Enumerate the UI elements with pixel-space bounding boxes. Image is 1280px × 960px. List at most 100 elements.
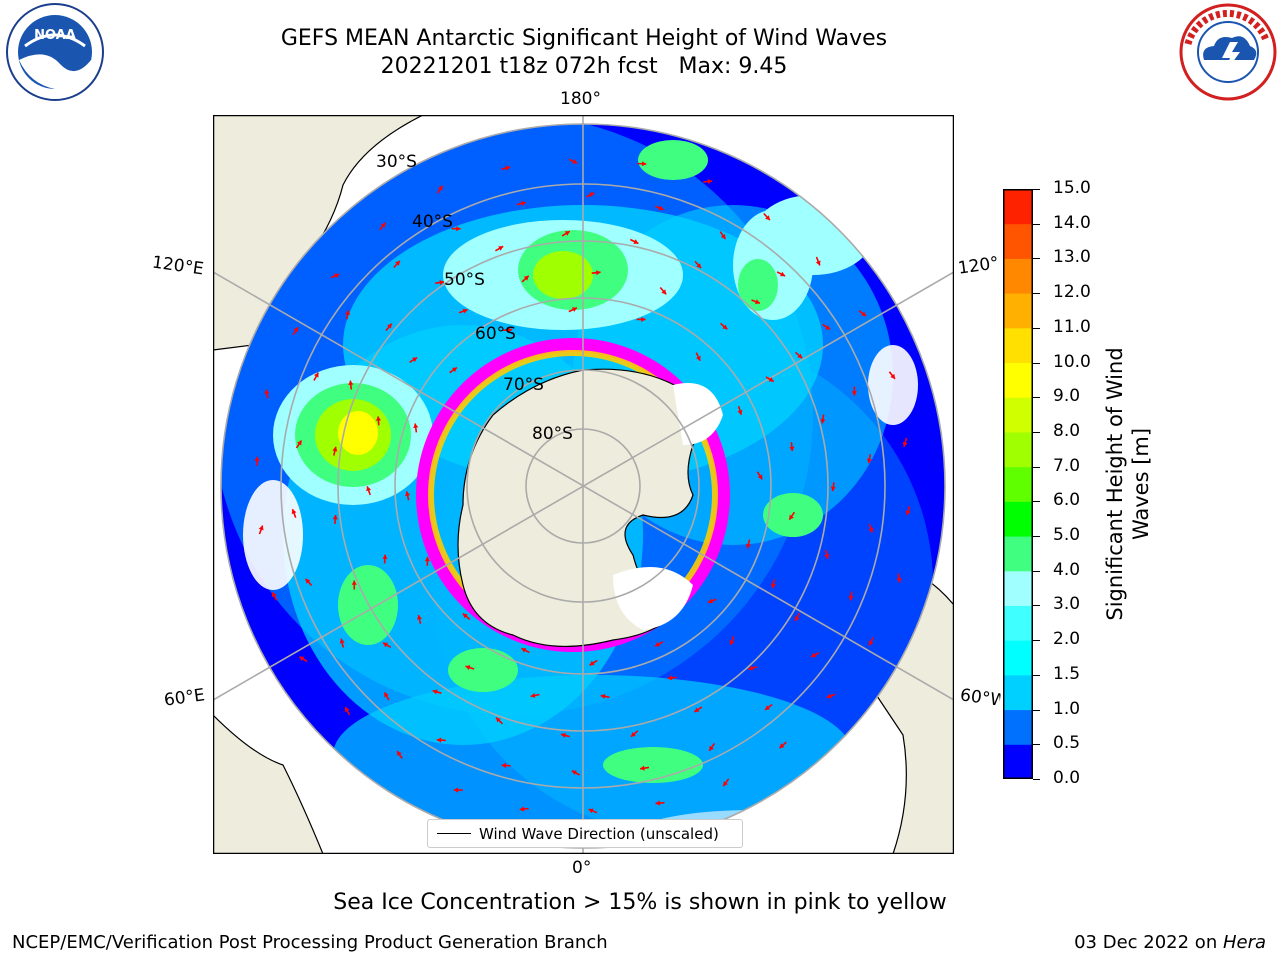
- wind-arrow-head: [291, 509, 297, 515]
- colorbar-tick: [1033, 709, 1040, 711]
- wind-arrow-head: [384, 692, 389, 698]
- colorbar-tick: [1033, 223, 1040, 225]
- colorbar-tick-label: 5.0: [1053, 525, 1081, 546]
- colorbar-tick-label: 11.0: [1053, 316, 1091, 337]
- wind-arrow-head: [848, 595, 854, 601]
- wind-arrow-head: [746, 543, 751, 549]
- wind-arrow-head: [794, 616, 800, 622]
- wind-arrow-head: [521, 648, 527, 653]
- lon-label-180: 180°: [560, 89, 601, 109]
- wind-arrow-head: [588, 808, 594, 814]
- wind-arrow-head: [339, 638, 345, 644]
- colorbar-segment: [1003, 258, 1033, 294]
- colorbar-segment: [1003, 397, 1033, 433]
- colorbar-tick-label: 0.0: [1053, 768, 1081, 788]
- wind-arrow-head: [272, 592, 277, 598]
- colorbar-tick-label: 9.0: [1053, 386, 1081, 407]
- wind-arrow-head: [641, 161, 647, 167]
- wind-arrow-head: [523, 275, 529, 281]
- colorbar-tick-label: 1.0: [1053, 698, 1081, 719]
- colorbar-segment: [1003, 293, 1033, 329]
- wind-arrow-head: [387, 323, 392, 329]
- colorbar-tick-label: 1.5: [1053, 663, 1081, 684]
- wind-arrow-head: [530, 693, 536, 698]
- colorbar-tick-label: 0.5: [1053, 733, 1081, 754]
- lon-label-60w: 60°W: [958, 685, 1002, 711]
- wind-arrow-head: [395, 260, 400, 266]
- wind-arrow-head: [780, 271, 786, 277]
- wind-arrow-head: [456, 226, 461, 232]
- lat-label-30s: 30°S: [376, 152, 417, 172]
- wind-arrow-head: [723, 781, 728, 787]
- colorbar-tick: [1033, 570, 1040, 572]
- wind-arrow-head: [696, 263, 702, 269]
- wind-arrow-head: [820, 418, 826, 424]
- generation-date: 03 Dec 2022 on Hera: [1074, 932, 1266, 953]
- wind-arrow-head: [779, 743, 785, 749]
- wind-arrow-head: [299, 656, 305, 662]
- wind-arrow-head: [496, 717, 501, 723]
- wind-arrow-head: [572, 159, 578, 164]
- lon-label-120w: 120°W: [956, 253, 1000, 279]
- wind-arrow-head: [383, 642, 388, 648]
- wind-arrow-head: [465, 665, 471, 670]
- wind-arrow-head: [694, 707, 700, 712]
- lat-label-40s: 40°S: [412, 212, 453, 232]
- noaa-logo: NOAA: [6, 3, 104, 101]
- wind-arrow-head: [332, 515, 338, 520]
- wind-arrow-head: [722, 324, 728, 330]
- colorbar-tick: [1033, 605, 1040, 607]
- wind-arrow-head: [351, 580, 357, 585]
- wind-arrow-head: [345, 310, 351, 315]
- colorbar-tick: [1033, 397, 1040, 399]
- colorbar-segment: [1003, 570, 1033, 606]
- wind-arrow-head: [667, 675, 673, 681]
- wind-arrow-head: [640, 765, 645, 771]
- wind-arrow-head: [789, 446, 795, 452]
- land-africa: [213, 714, 324, 854]
- colorbar-segment: [1003, 223, 1033, 259]
- wind-arrow-head: [811, 652, 816, 658]
- wind-arrow-head: [641, 316, 646, 322]
- polar-map: [213, 115, 954, 854]
- sea-ice-note: Sea Ice Concentration > 15% is shown in …: [333, 890, 947, 915]
- wind-arrow-head: [825, 325, 831, 330]
- colorbar-tick-label: 10.0: [1053, 351, 1091, 372]
- colorbar-segment: [1003, 189, 1033, 225]
- colorbar-tick-label: 8.0: [1053, 420, 1081, 441]
- wind-arrow-head: [768, 377, 774, 382]
- wind-arrow-head: [348, 380, 354, 386]
- lat-label-80s: 80°S: [532, 424, 573, 444]
- wind-arrow-head: [462, 308, 468, 314]
- wind-arrow-head: [729, 640, 735, 645]
- colorbar-title: Significant Height of Wind Waves [m]: [1103, 347, 1153, 620]
- svg-text:NOAA: NOAA: [34, 28, 76, 43]
- wind-arrow-head: [866, 458, 872, 464]
- wind-arrow-head: [462, 613, 468, 619]
- wind-arrow-head: [519, 806, 525, 812]
- wind-arrow-head: [314, 372, 319, 378]
- chart-subtitle: 20221201 t18z 072h fcst Max: 9.45: [380, 54, 788, 79]
- colorbar-tick: [1033, 189, 1040, 190]
- wind-arrows: [254, 158, 911, 814]
- wind-arrow-head: [630, 732, 636, 737]
- colorbar-tick: [1033, 293, 1040, 295]
- wind-arrow-head: [902, 441, 908, 447]
- wind-arrow-head: [720, 234, 726, 239]
- wind-arrow-head: [633, 239, 639, 244]
- wind-arrow-head: [571, 770, 577, 775]
- colorbar-tick: [1033, 466, 1040, 468]
- wind-arrow-head: [765, 705, 770, 710]
- wind-arrow-head: [757, 474, 763, 480]
- colorbar-tick: [1033, 744, 1040, 746]
- wind-arrow-head: [505, 165, 511, 171]
- wind-arrow-head: [868, 527, 874, 533]
- wind-arrow-head: [405, 491, 411, 497]
- colorbar-segment: [1003, 466, 1033, 502]
- wind-arrow-head: [696, 355, 701, 361]
- wind-arrow-head: [890, 373, 895, 379]
- colorbar-tick: [1033, 501, 1040, 503]
- colorbar-tick-label: 2.0: [1053, 629, 1081, 650]
- legend-label: Wind Wave Direction (unscaled): [479, 824, 719, 843]
- wind-arrow-head: [709, 745, 714, 751]
